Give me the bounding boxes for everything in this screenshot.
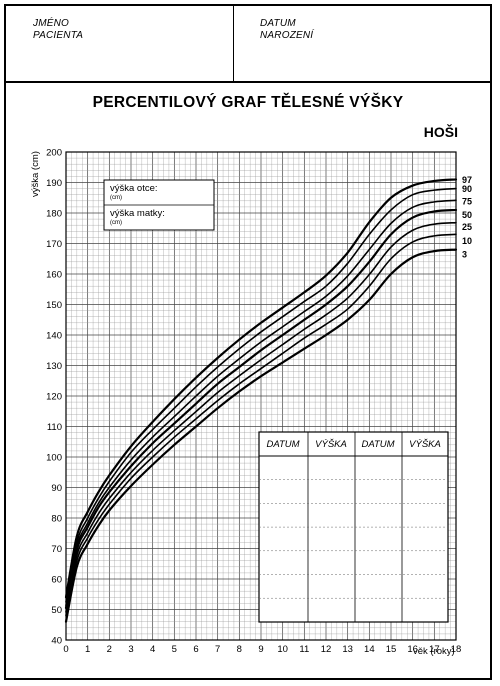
header-divider [233,6,234,81]
x-tick-label: 4 [150,644,155,655]
parents-height-box: výška otce: (cm) výška matky: (cm) [103,179,215,231]
measurement-record-table: DATUM VÝŠKA DATUM VÝŠKA [258,431,449,623]
father-height-unit: (cm) [110,195,122,201]
percentile-label-3: 3 [462,250,467,260]
x-tick-label: 16 [407,644,418,655]
x-tick-label: 0 [63,644,68,655]
x-tick-label: 9 [258,644,263,655]
x-tick-label: 17 [429,644,440,655]
y-axis-title: výška (cm) [30,151,41,197]
patient-header: JMÉNO PACIENTA DATUM NAROZENÍ [6,6,490,83]
axes: 4050607080901001101201301401501601701801… [46,148,461,656]
y-tick-label: 150 [46,300,62,311]
y-tick-label: 190 [46,178,62,189]
dob-label-2: NAROZENÍ [260,30,314,41]
y-tick-label: 140 [46,331,62,342]
percentile-curves [64,178,458,623]
y-tick-label: 180 [46,209,62,220]
mother-height-label: výška matky: [110,208,165,219]
x-tick-label: 13 [342,644,353,655]
y-tick-label: 40 [51,636,62,647]
x-tick-label: 10 [277,644,288,655]
x-tick-label: 18 [451,644,462,655]
y-tick-label: 90 [51,483,62,494]
percentile-label-50: 50 [462,210,472,220]
y-tick-label: 100 [46,453,62,464]
x-tick-label: 5 [172,644,177,655]
x-tick-label: 11 [299,644,309,655]
percentile-curve-50 [64,208,458,610]
record-table-rows [259,479,448,599]
record-table-header-height: VÝŠKA [315,439,347,450]
y-tick-label: 160 [46,270,62,281]
mother-height-unit: (cm) [110,220,122,226]
percentile-curve-10 [65,233,457,617]
chart-subtitle: HOŠI [423,124,458,140]
x-tick-label: 7 [215,644,220,655]
percentile-label-25: 25 [462,222,472,232]
record-table-header-date: DATUM [266,439,299,450]
y-tick-label: 60 [51,575,62,586]
percentile-label-75: 75 [462,196,472,206]
x-tick-label: 6 [193,644,198,655]
x-tick-label: 3 [128,644,133,655]
chart-title: PERCENTILOVÝ GRAF TĚLESNÉ VÝŠKY [92,94,404,111]
x-tick-label: 12 [321,644,332,655]
y-tick-label: 80 [51,514,62,525]
plot-frame [65,151,457,641]
dob-label: DATUM [260,18,296,29]
percentile-curve-25 [65,221,457,613]
percentile-label-90: 90 [462,184,472,194]
percentile-curve-3 [64,248,458,623]
y-tick-label: 130 [46,361,62,372]
patient-name-label-2: PACIENTA [33,30,84,41]
x-tick-label: 1 [85,644,90,655]
father-height-label: výška otce: [110,183,158,194]
percentile-label-10: 10 [462,236,472,246]
percentile-curve-97 [64,178,458,599]
x-tick-label: 14 [364,644,375,655]
y-tick-label: 50 [51,605,62,616]
patient-name-label: JMÉNO [33,18,69,29]
record-table-header-date-2: DATUM [361,439,394,450]
y-tick-label: 110 [47,422,62,433]
y-tick-label: 70 [51,544,62,555]
x-tick-label: 15 [386,644,397,655]
y-tick-label: 170 [46,239,62,250]
percentile-label-97: 97 [462,175,472,185]
growth-chart-sheet: JMÉNO PACIENTA DATUM NAROZENÍ PERCENTILO… [4,4,492,680]
x-axis-title: věk (roky) [413,646,455,657]
percentile-curve-75 [65,199,457,607]
record-table-header-height-2: VÝŠKA [409,439,441,450]
x-tick-label: 2 [107,644,112,655]
x-tick-label: 8 [237,644,242,655]
y-tick-label: 200 [46,148,62,159]
y-tick-label: 120 [46,392,62,403]
percentile-curve-90 [65,187,457,603]
